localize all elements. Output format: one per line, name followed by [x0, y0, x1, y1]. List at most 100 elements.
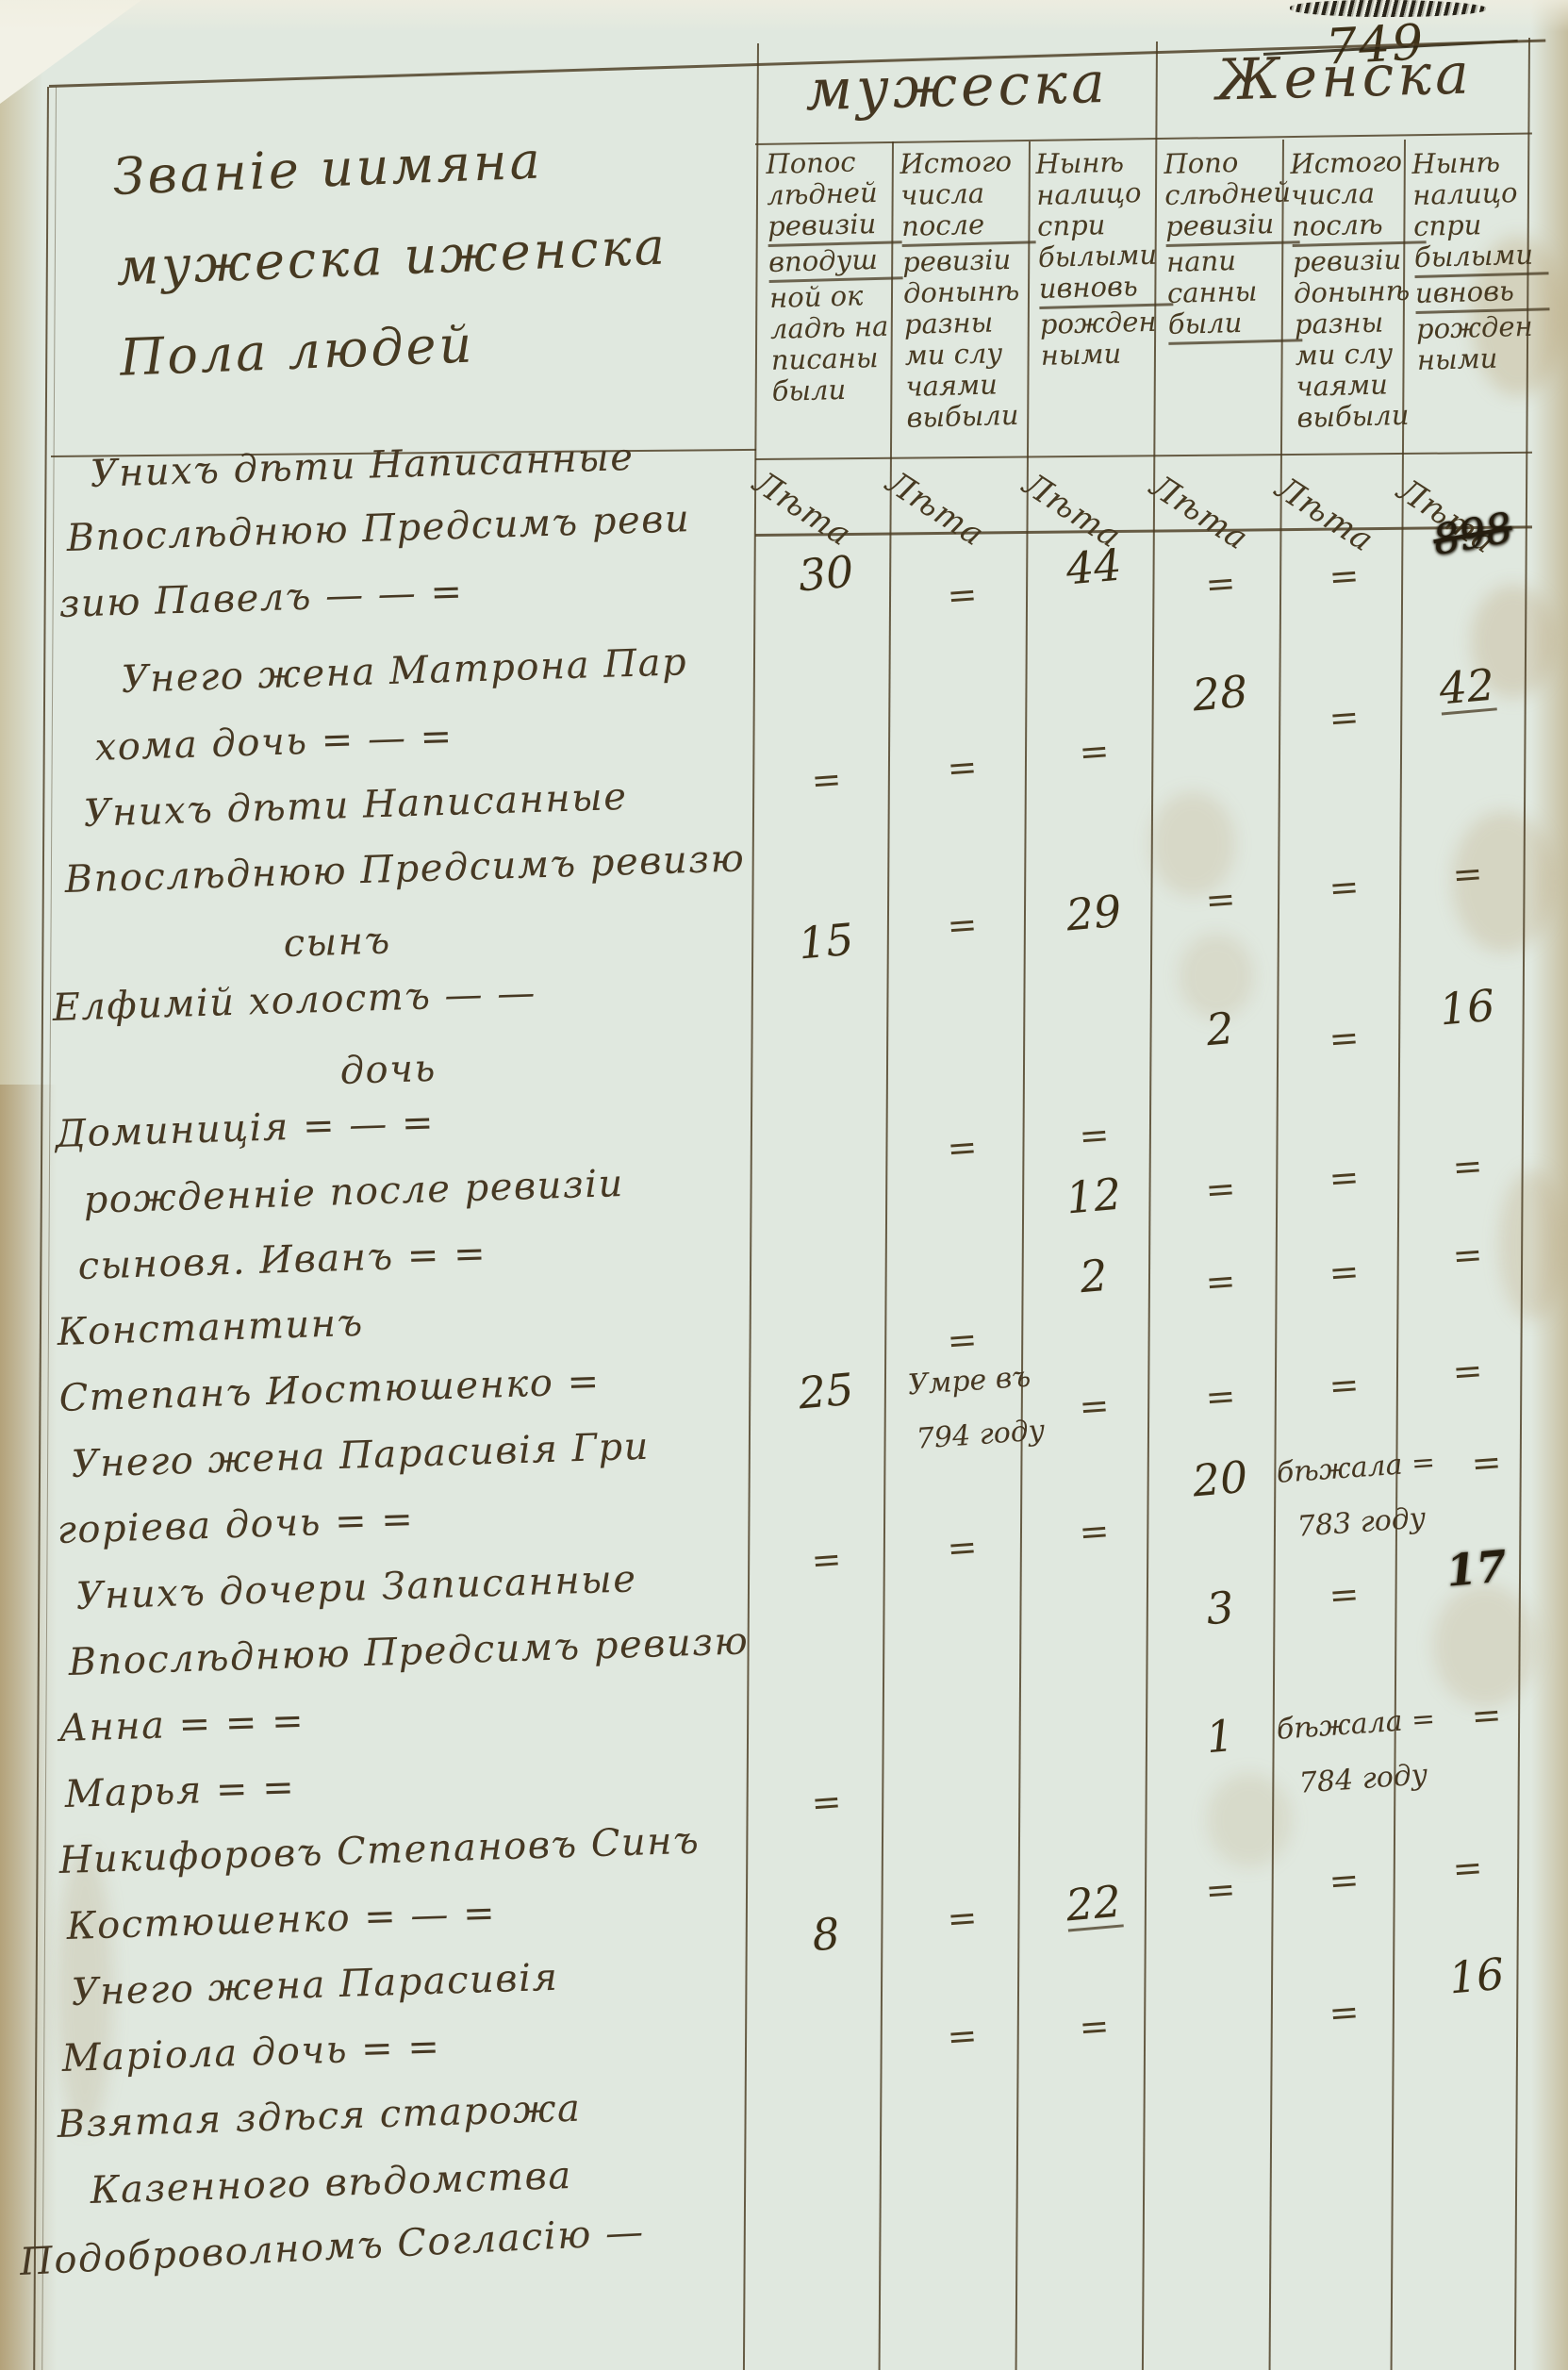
row-line: Никифоровъ Степановъ Синъ: [58, 1818, 701, 1882]
dash-mark: =: [1328, 1858, 1360, 1903]
column-header-line: числа: [900, 176, 985, 212]
cell-value: 17: [1444, 1540, 1510, 1597]
row-line: Маріола дочь = =: [60, 2025, 442, 2080]
column-header-line: ревизіи: [901, 243, 1012, 279]
dash-mark: =: [1328, 554, 1360, 599]
dash-mark: =: [1470, 1440, 1502, 1485]
column-header-line: ной ок: [768, 279, 864, 315]
column-header-line: налицо: [1411, 176, 1518, 212]
row-line: Взятая здѣся старожа: [56, 2086, 583, 2146]
column-header-line: донынѣ: [1293, 273, 1411, 310]
dash-mark: =: [1204, 1167, 1236, 1212]
column-line-5: [1268, 140, 1284, 2370]
stain: [1433, 1584, 1537, 1707]
table-section-underline: [754, 132, 1532, 145]
row-line: хома дочь = — =: [93, 715, 454, 770]
dash-mark: =: [1328, 1155, 1360, 1201]
stain: [1150, 792, 1235, 896]
column-header-line: ивновь: [1415, 274, 1550, 315]
stain: [1499, 1169, 1565, 1320]
column-header-line: Истого: [899, 144, 1013, 180]
column-header-line: вподуш: [768, 243, 903, 284]
stain: [1452, 811, 1556, 953]
cell-value: 29: [1064, 885, 1124, 941]
column-header-line: налицо: [1035, 176, 1142, 212]
age-label: Лѣта: [746, 463, 858, 555]
column-header-line: выбыли: [1296, 399, 1410, 435]
column-header-line: чаями: [905, 368, 999, 404]
column-header-line: ми слу: [1295, 337, 1394, 373]
column-header-f1: Попо слѣдней ревизіи напи санны были: [1164, 145, 1303, 346]
column-header-line: после: [901, 207, 1036, 248]
dash-mark: =: [1451, 852, 1483, 897]
column-header-line: санны: [1166, 274, 1258, 310]
dash-mark: =: [1451, 1349, 1483, 1394]
column-header-m3: Нынѣ налицо спри былыми ивновь рожден ны…: [1035, 145, 1175, 372]
stain: [1207, 1773, 1292, 1867]
column-line-4: [1141, 41, 1158, 2370]
male-section-header: мужеска: [804, 49, 1110, 124]
cell-note: Умре въ: [906, 1360, 1032, 1402]
dash-mark: =: [1328, 1250, 1360, 1295]
column-header-line: Нынѣ: [1034, 145, 1125, 180]
dash-mark: =: [1204, 877, 1236, 922]
row-line: Костюшенко = — =: [65, 1891, 497, 1948]
column-header-line: разны: [1294, 306, 1384, 341]
row-line: дочь: [338, 1046, 437, 1093]
column-header-line: писаны: [770, 341, 879, 377]
column-header-line: ными: [1040, 337, 1122, 373]
cell-value: 20: [1190, 1450, 1250, 1507]
dash-mark: =: [1451, 1846, 1483, 1891]
dash-mark: =: [1451, 1144, 1483, 1189]
row-line: Подоброволномъ Согласію —: [18, 2210, 646, 2284]
cell-value: 16: [1446, 1947, 1507, 2004]
column-header-line: были: [1167, 306, 1303, 346]
table-left-border-inner: [41, 87, 57, 2370]
column-header-line: числа: [1290, 176, 1376, 212]
table-left-border: [33, 87, 49, 2370]
column-header-line: ми слу: [904, 337, 1003, 373]
dash-mark: =: [1328, 1016, 1360, 1061]
column-header-line: лѣдней: [766, 175, 879, 212]
row-line: сынъ: [282, 919, 392, 966]
age-label: Лѣта: [1143, 467, 1255, 558]
cell-note: бѣжала =: [1275, 1446, 1437, 1490]
dash-mark: =: [1204, 1867, 1236, 1913]
dash-mark: =: [1328, 1363, 1360, 1408]
cell-value: 3: [1204, 1581, 1236, 1635]
dash-mark: =: [1451, 1233, 1483, 1278]
crossed-out-number: [1290, 0, 1488, 17]
row-line: Унего жена Парасивія Гри: [70, 1424, 651, 1486]
dash-mark: =: [946, 572, 978, 618]
cell-note: 783 году: [1296, 1501, 1428, 1544]
dash-mark: =: [1328, 865, 1360, 910]
column-header-f2: Истого числа послѣ ревизіи донынѣ разны …: [1290, 145, 1431, 434]
column-header-line: былыми: [1414, 239, 1549, 279]
column-header-line: спри: [1036, 208, 1106, 243]
cell-note: 784 году: [1297, 1758, 1429, 1800]
row-line: горіева дочь = =: [56, 1498, 415, 1552]
row-line: Унихъ дочери Записанные: [74, 1557, 638, 1618]
cell-value: 42: [1437, 658, 1497, 716]
cell-value: 22: [1064, 1875, 1124, 1932]
dash-mark: =: [1328, 1990, 1360, 2035]
column-header-line: напи: [1165, 244, 1237, 279]
title-block: Званіе иимяна мужеска иженска Пола людей: [111, 111, 672, 405]
column-header-line: ревизіи: [767, 207, 902, 248]
row-line: Степанъ Иостюшенко =: [58, 1359, 602, 1420]
column-header-m2: Истого числа после ревизіи донынѣ разны …: [900, 145, 1041, 434]
cell-value: 28: [1190, 665, 1250, 721]
dash-mark: =: [946, 1125, 978, 1170]
cell-value: 44: [1064, 539, 1124, 595]
column-header-line: Попос: [765, 145, 856, 180]
column-header-line: ревизіи: [1292, 243, 1402, 279]
row-line: Впослѣднюю Предсимъ реви: [65, 497, 691, 560]
table-subheader-underline: [754, 451, 1532, 460]
dash-mark: =: [810, 1537, 842, 1583]
dash-mark: =: [810, 1780, 842, 1825]
row-line: зию Павелъ — — =: [58, 570, 465, 626]
cell-value: 25: [796, 1363, 856, 1419]
column-header-line: рожден: [1039, 305, 1157, 341]
crossed-cell-value: 898: [1429, 504, 1516, 565]
